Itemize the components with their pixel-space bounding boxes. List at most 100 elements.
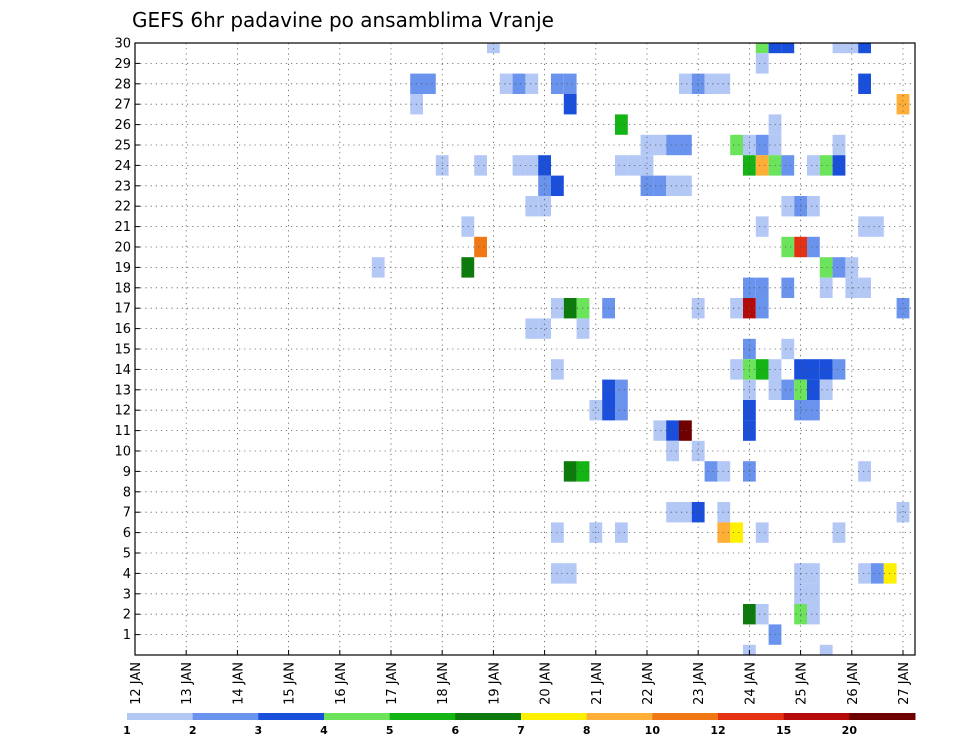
y-tick-label-3: 3 bbox=[123, 587, 131, 602]
data-cell-118 bbox=[679, 420, 692, 441]
x-tick-label-4: 16 JAN bbox=[334, 662, 349, 705]
data-cell-25 bbox=[640, 134, 654, 156]
y-tick-label-21: 21 bbox=[114, 220, 131, 235]
legend-label-4: 5 bbox=[386, 724, 394, 737]
legend-label-1: 2 bbox=[189, 724, 197, 737]
data-cell-26 bbox=[653, 134, 667, 156]
data-cell-3 bbox=[781, 43, 795, 54]
legend-label-6: 7 bbox=[517, 724, 525, 737]
data-cell-62 bbox=[858, 216, 871, 237]
data-cell-145 bbox=[871, 563, 884, 584]
data-cell-55 bbox=[525, 196, 539, 217]
data-cell-46 bbox=[807, 155, 820, 176]
data-cell-33 bbox=[832, 134, 846, 156]
data-cell-9 bbox=[423, 73, 436, 94]
y-tick-label-28: 28 bbox=[114, 77, 131, 92]
data-cell-17 bbox=[704, 73, 718, 94]
data-cell-137 bbox=[730, 522, 743, 543]
y-tick-label-24: 24 bbox=[114, 159, 131, 174]
data-cell-129 bbox=[679, 502, 692, 523]
data-cell-128 bbox=[666, 502, 679, 523]
data-cell-51 bbox=[640, 175, 654, 196]
data-cell-18 bbox=[717, 73, 731, 94]
legend-swatch-7 bbox=[586, 713, 653, 720]
data-cell-127 bbox=[858, 461, 871, 482]
data-cell-52 bbox=[653, 175, 667, 196]
y-tick-label-25: 25 bbox=[114, 139, 131, 154]
data-cell-88 bbox=[525, 318, 539, 339]
legend-label-3: 4 bbox=[320, 724, 328, 737]
data-cell-0 bbox=[487, 43, 500, 54]
data-cell-84 bbox=[730, 298, 743, 319]
y-tick-label-14: 14 bbox=[114, 363, 131, 378]
data-cell-36 bbox=[512, 155, 526, 176]
data-cell-122 bbox=[563, 461, 577, 482]
data-cell-144 bbox=[858, 563, 871, 584]
data-cell-27 bbox=[666, 134, 679, 156]
data-cell-148 bbox=[807, 583, 820, 604]
data-cell-15 bbox=[679, 73, 692, 94]
data-cell-71 bbox=[832, 257, 846, 278]
legend-swatch-2 bbox=[258, 713, 325, 720]
data-cell-101 bbox=[832, 359, 846, 380]
data-cell-92 bbox=[781, 338, 795, 360]
y-tick-label-20: 20 bbox=[114, 241, 131, 256]
y-axis-ticks: 1234567891011121314151617181920212223242… bbox=[114, 37, 140, 643]
y-tick-label-10: 10 bbox=[114, 445, 131, 460]
data-cell-78 bbox=[858, 277, 871, 298]
data-cell-117 bbox=[666, 420, 679, 441]
data-cell-45 bbox=[781, 155, 795, 176]
data-cell-136 bbox=[717, 522, 731, 543]
data-cell-67 bbox=[807, 236, 820, 258]
data-cell-35 bbox=[474, 155, 487, 176]
data-cell-39 bbox=[615, 155, 628, 176]
legend-swatch-3 bbox=[324, 713, 391, 720]
data-cell-56 bbox=[538, 196, 551, 217]
y-tick-label-9: 9 bbox=[123, 465, 131, 480]
legend-label-2: 3 bbox=[255, 724, 263, 737]
data-cell-65 bbox=[781, 236, 795, 258]
data-cell-37 bbox=[525, 155, 539, 176]
legend-swatch-4 bbox=[389, 713, 456, 720]
chart-title: GEFS 6hr padavine po ansamblima Vranje bbox=[132, 8, 554, 32]
x-tick-label-12: 24 JAN bbox=[743, 662, 758, 705]
legend-swatch-11 bbox=[849, 713, 916, 720]
x-tick-label-13: 25 JAN bbox=[795, 662, 810, 705]
data-cell-5 bbox=[845, 43, 859, 54]
data-cell-11 bbox=[512, 73, 526, 94]
data-cell-21 bbox=[563, 94, 577, 115]
data-cell-96 bbox=[755, 359, 769, 380]
data-cell-68 bbox=[371, 257, 385, 278]
legend-swatch-10 bbox=[783, 713, 850, 720]
data-cell-80 bbox=[563, 298, 577, 319]
data-cell-28 bbox=[679, 134, 692, 156]
x-tick-label-10: 22 JAN bbox=[641, 662, 656, 705]
data-cell-121 bbox=[691, 440, 705, 462]
x-tick-label-11: 23 JAN bbox=[692, 662, 707, 705]
y-tick-label-30: 30 bbox=[114, 37, 131, 52]
data-cell-108 bbox=[807, 379, 820, 400]
data-cell-100 bbox=[819, 359, 833, 380]
y-tick-label-1: 1 bbox=[123, 628, 131, 643]
x-tick-label-5: 17 JAN bbox=[385, 662, 400, 705]
data-cell-155 bbox=[819, 644, 833, 655]
data-cell-116 bbox=[653, 420, 667, 441]
data-cell-57 bbox=[781, 196, 795, 217]
data-cell-4 bbox=[832, 43, 846, 54]
x-tick-label-8: 20 JAN bbox=[539, 662, 554, 705]
legend-swatch-8 bbox=[652, 713, 719, 720]
y-tick-label-17: 17 bbox=[114, 302, 131, 317]
x-tick-label-7: 19 JAN bbox=[487, 662, 502, 705]
data-cell-154 bbox=[743, 644, 756, 655]
data-cell-49 bbox=[538, 175, 551, 196]
data-cell-47 bbox=[819, 155, 833, 176]
legend-label-8: 10 bbox=[645, 724, 661, 737]
y-tick-label-29: 29 bbox=[114, 57, 131, 72]
y-tick-label-23: 23 bbox=[114, 179, 131, 194]
data-cell-89 bbox=[538, 318, 551, 339]
data-cell-31 bbox=[755, 134, 769, 156]
data-cell-53 bbox=[666, 175, 679, 196]
data-cell-63 bbox=[871, 216, 884, 237]
color-legend: 1 2 3 4 5 6 7 8 10 12 15 20 bbox=[123, 713, 916, 737]
